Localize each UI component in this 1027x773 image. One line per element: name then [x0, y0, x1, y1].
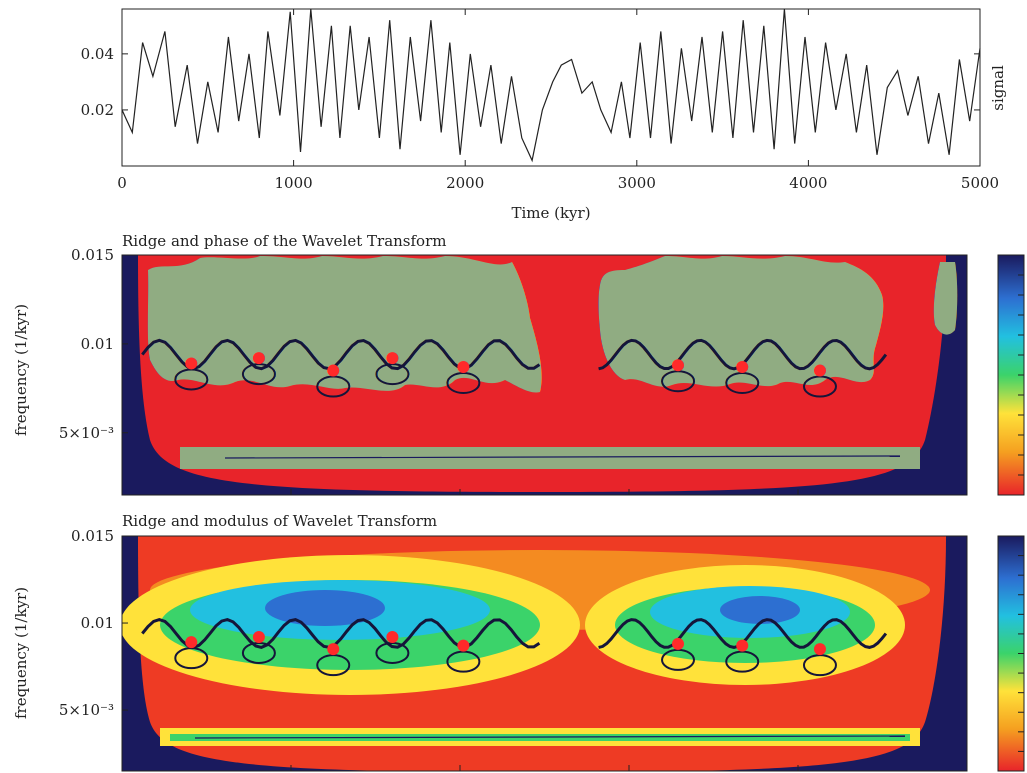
phase-y-axis-label: frequency (1/kyr)	[12, 304, 30, 436]
modulus-panel-title: Ridge and modulus of Wavelet Transform	[122, 512, 437, 530]
phase-lower-band-line	[224, 455, 901, 459]
signal-x-tick-label: 0	[117, 174, 127, 192]
phase-maximum-dot	[736, 361, 749, 373]
phase-maximum-dot	[457, 361, 470, 373]
phase-upper-region-right	[598, 256, 884, 387]
phase-maximum-dot	[386, 352, 399, 365]
modulus-maximum-dot	[672, 637, 685, 650]
modulus-maximum-dot	[736, 639, 749, 652]
signal-x-tick-label: 1000	[275, 174, 313, 192]
signal-x-tick-label: 4000	[789, 174, 827, 192]
modulus-blue-right	[720, 596, 800, 624]
phase-maximum-dot	[327, 364, 340, 377]
phase-maximum-dot	[185, 357, 198, 370]
signal-x-tick-label: 2000	[446, 174, 484, 192]
signal-y-tick-label: 0.04	[81, 45, 114, 63]
modulus-band-line	[194, 735, 906, 739]
modulus-y-tick-label: 5×10⁻³	[59, 701, 114, 719]
signal-line	[121, 8, 981, 163]
modulus-blue-left	[265, 590, 385, 626]
modulus-heatmap	[122, 536, 967, 771]
signal-y-tick-label: 0.02	[81, 101, 114, 119]
modulus-y-axis-label: frequency (1/kyr)	[12, 587, 30, 719]
phase-maximum-dot	[252, 352, 265, 365]
signal-x-tick-label: 3000	[618, 174, 656, 192]
modulus-maximum-dot	[252, 630, 265, 643]
modulus-colorbar-ticks	[1018, 555, 1024, 752]
phase-ridge-line	[141, 338, 541, 371]
phase-y-tick-label: 0.015	[71, 246, 114, 264]
signal-panel: 0 1000 2000 3000 4000 5000 0.02 0.04 Time (kyr…	[81, 8, 1007, 222]
modulus-maximum-dot	[386, 630, 399, 643]
modulus-y-ticks: 0.015 0.01 5×10⁻³	[59, 527, 799, 771]
phase-plot-frame	[121, 254, 968, 496]
modulus-maximum-dot	[327, 643, 340, 656]
modulus-plot-frame	[121, 535, 968, 772]
signal-x-ticks: 0 1000 2000 3000 4000 5000	[117, 9, 999, 192]
phase-panel: Ridge and phase of the Wavelet Transform…	[12, 232, 1025, 496]
phase-right-fragment	[933, 262, 958, 335]
phase-maxima	[174, 352, 837, 398]
signal-y-ticks: 0.02 0.04	[81, 45, 980, 119]
phase-y-tick-label: 0.01	[81, 335, 114, 353]
modulus-panel: Ridge and modulus of Wavelet Transform 0…	[12, 512, 1025, 772]
modulus-y-tick-label: 0.01	[81, 614, 114, 632]
phase-heatmap	[122, 255, 967, 495]
phase-lower-band	[180, 447, 920, 469]
modulus-maxima	[174, 630, 837, 677]
modulus-ridge-line	[141, 618, 541, 649]
modulus-maximum-dot	[813, 643, 826, 656]
signal-x-tick-label: 5000	[961, 174, 999, 192]
modulus-maximum-dot	[185, 636, 198, 649]
phase-maximum-dot	[813, 364, 826, 377]
modulus-maximum-dot	[457, 639, 470, 652]
signal-y-axis-label: signal	[989, 65, 1007, 111]
signal-x-axis-label: Time (kyr)	[511, 204, 590, 222]
phase-y-ticks: 0.015 0.01 5×10⁻³	[59, 246, 799, 495]
phase-maximum-dot	[672, 359, 685, 372]
phase-panel-title: Ridge and phase of the Wavelet Transform	[122, 232, 446, 250]
modulus-y-tick-label: 0.015	[71, 527, 114, 545]
phase-upper-region-left	[147, 256, 542, 393]
phase-y-tick-label: 5×10⁻³	[59, 424, 114, 442]
phase-colorbar-ticks	[1018, 274, 1024, 476]
